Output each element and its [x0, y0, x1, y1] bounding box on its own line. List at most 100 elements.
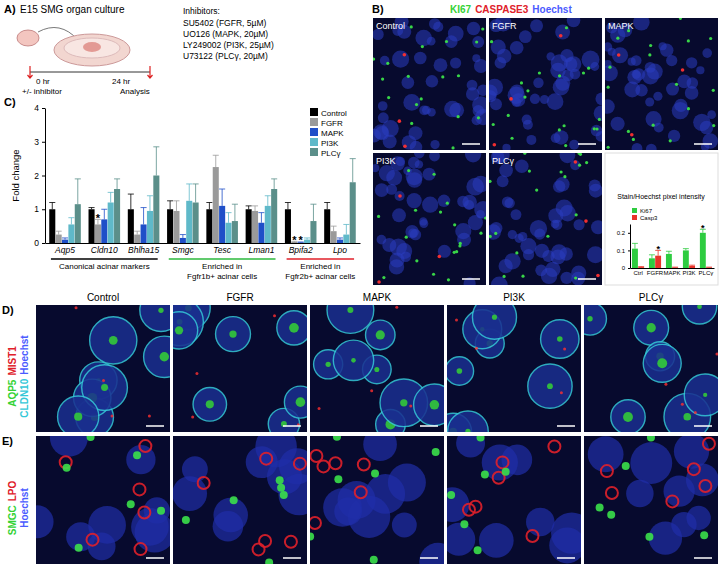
- micrograph-feature: [377, 280, 381, 284]
- micrograph-feature: [534, 229, 545, 240]
- micrograph-content: [447, 305, 579, 432]
- bar: [134, 235, 140, 243]
- micrograph-feature: [682, 305, 716, 324]
- group-label: Fgfr1b+ acinar cells: [187, 272, 257, 281]
- micrograph-feature: [407, 193, 422, 208]
- micrograph-feature: [567, 18, 581, 27]
- micrograph-feature: [472, 36, 484, 48]
- micrograph-content: [373, 18, 486, 150]
- micrograph-feature: [334, 475, 342, 483]
- micrograph-feature: [611, 400, 645, 432]
- micrograph-feature: [407, 75, 410, 78]
- x-tick: Lpo: [333, 245, 347, 255]
- group-line: [287, 258, 354, 260]
- legend-swatch: [632, 208, 637, 213]
- micrograph-feature: [646, 144, 657, 150]
- micrograph-feature: [520, 238, 536, 254]
- bar: [706, 267, 712, 268]
- micrograph-feature: [559, 170, 562, 173]
- bar: [252, 211, 258, 243]
- micrograph-feature: [594, 105, 602, 121]
- scale-bar: [420, 557, 438, 559]
- micrograph-feature: [410, 25, 413, 28]
- micrograph-feature: [419, 105, 429, 115]
- micrograph-feature: [415, 160, 423, 168]
- schematic: [17, 28, 153, 79]
- micrograph-feature: [193, 388, 227, 422]
- micrograph-feature: [578, 164, 581, 167]
- stain-name: Hoechst: [19, 488, 30, 528]
- micrograph-feature: [475, 40, 478, 43]
- y-tick-mark: [628, 233, 630, 234]
- micrograph-feature: [533, 78, 543, 88]
- micrograph-feature: [496, 456, 508, 468]
- stain-name: LPO: [7, 481, 18, 502]
- legend-swatch: [310, 128, 318, 136]
- micrograph-feature: [666, 83, 679, 96]
- micrograph-feature: [457, 233, 471, 247]
- x-tick: MAPK: [663, 270, 680, 276]
- micrograph-feature: [75, 544, 83, 552]
- micrograph-feature: [490, 40, 493, 43]
- micrograph-feature: [675, 83, 678, 86]
- micrograph-feature: [598, 118, 601, 121]
- micrograph-feature: [445, 40, 448, 43]
- micrograph-feature: [479, 232, 482, 235]
- micrograph-feature: [626, 480, 653, 507]
- x-tick-label: MAPK: [663, 270, 680, 276]
- micrograph-feature: [400, 399, 407, 406]
- micrograph-feature: [632, 143, 643, 150]
- stain-label: KI67CASPASE3Hoechst: [450, 4, 572, 15]
- error-bar: [75, 179, 81, 204]
- micrograph-feature: [538, 71, 541, 74]
- micrograph-feature: [574, 276, 577, 279]
- error-bar: [252, 206, 258, 211]
- micrograph-feature: [447, 523, 475, 556]
- error-bar: [89, 208, 95, 210]
- micrograph-feature: [415, 259, 418, 262]
- micrograph-feature: [447, 357, 474, 385]
- micrograph-feature: [683, 413, 691, 421]
- micrograph-background: [605, 18, 718, 150]
- error-bar: [101, 209, 107, 219]
- micrograph-feature: [453, 251, 456, 254]
- micrograph-feature: [674, 99, 687, 112]
- micrograph-feature: [564, 144, 567, 147]
- group-label: Fgfr2b+ acinar cells: [285, 272, 355, 281]
- error-bar: [56, 231, 62, 234]
- y-tick: 2: [34, 171, 45, 181]
- inset-background: [605, 153, 718, 285]
- micrograph-feature: [101, 384, 108, 391]
- micrograph-feature: [557, 336, 563, 342]
- micrograph-feature: [441, 75, 444, 78]
- micrograph-feature: [381, 78, 384, 81]
- micrograph-content: [588, 436, 718, 555]
- y-axis: 01234: [34, 103, 45, 248]
- micrograph-feature: [402, 135, 417, 150]
- micrograph-content: [314, 305, 444, 432]
- micrograph: [21, 419, 175, 564]
- inhibitors-title: Inhibitors:: [183, 6, 220, 16]
- micrograph-feature: [627, 70, 641, 84]
- bar: [265, 206, 271, 243]
- y-tick-mark: [42, 142, 45, 143]
- significance: *: [656, 244, 660, 254]
- error-bar: [706, 267, 712, 268]
- micrograph-feature: [492, 123, 495, 126]
- micrograph-feature: [649, 521, 682, 554]
- bar: [114, 189, 120, 243]
- bar: [95, 224, 101, 243]
- micrograph: [156, 286, 317, 440]
- micrograph-feature: [497, 175, 509, 187]
- micrograph-feature: [607, 511, 615, 519]
- micrograph-feature: [627, 130, 630, 133]
- x-tick: Aqp5: [54, 245, 75, 255]
- y-tick-mark: [42, 243, 45, 244]
- micrograph-feature: [457, 74, 460, 77]
- stain-name: SMGC: [7, 505, 18, 535]
- micrograph-feature: [280, 491, 288, 499]
- micrograph-feature: [229, 330, 236, 337]
- stain-label: AQP5MIST1: [7, 346, 18, 407]
- micrograph-feature: [265, 559, 273, 564]
- time-label: 0 hr: [36, 77, 50, 86]
